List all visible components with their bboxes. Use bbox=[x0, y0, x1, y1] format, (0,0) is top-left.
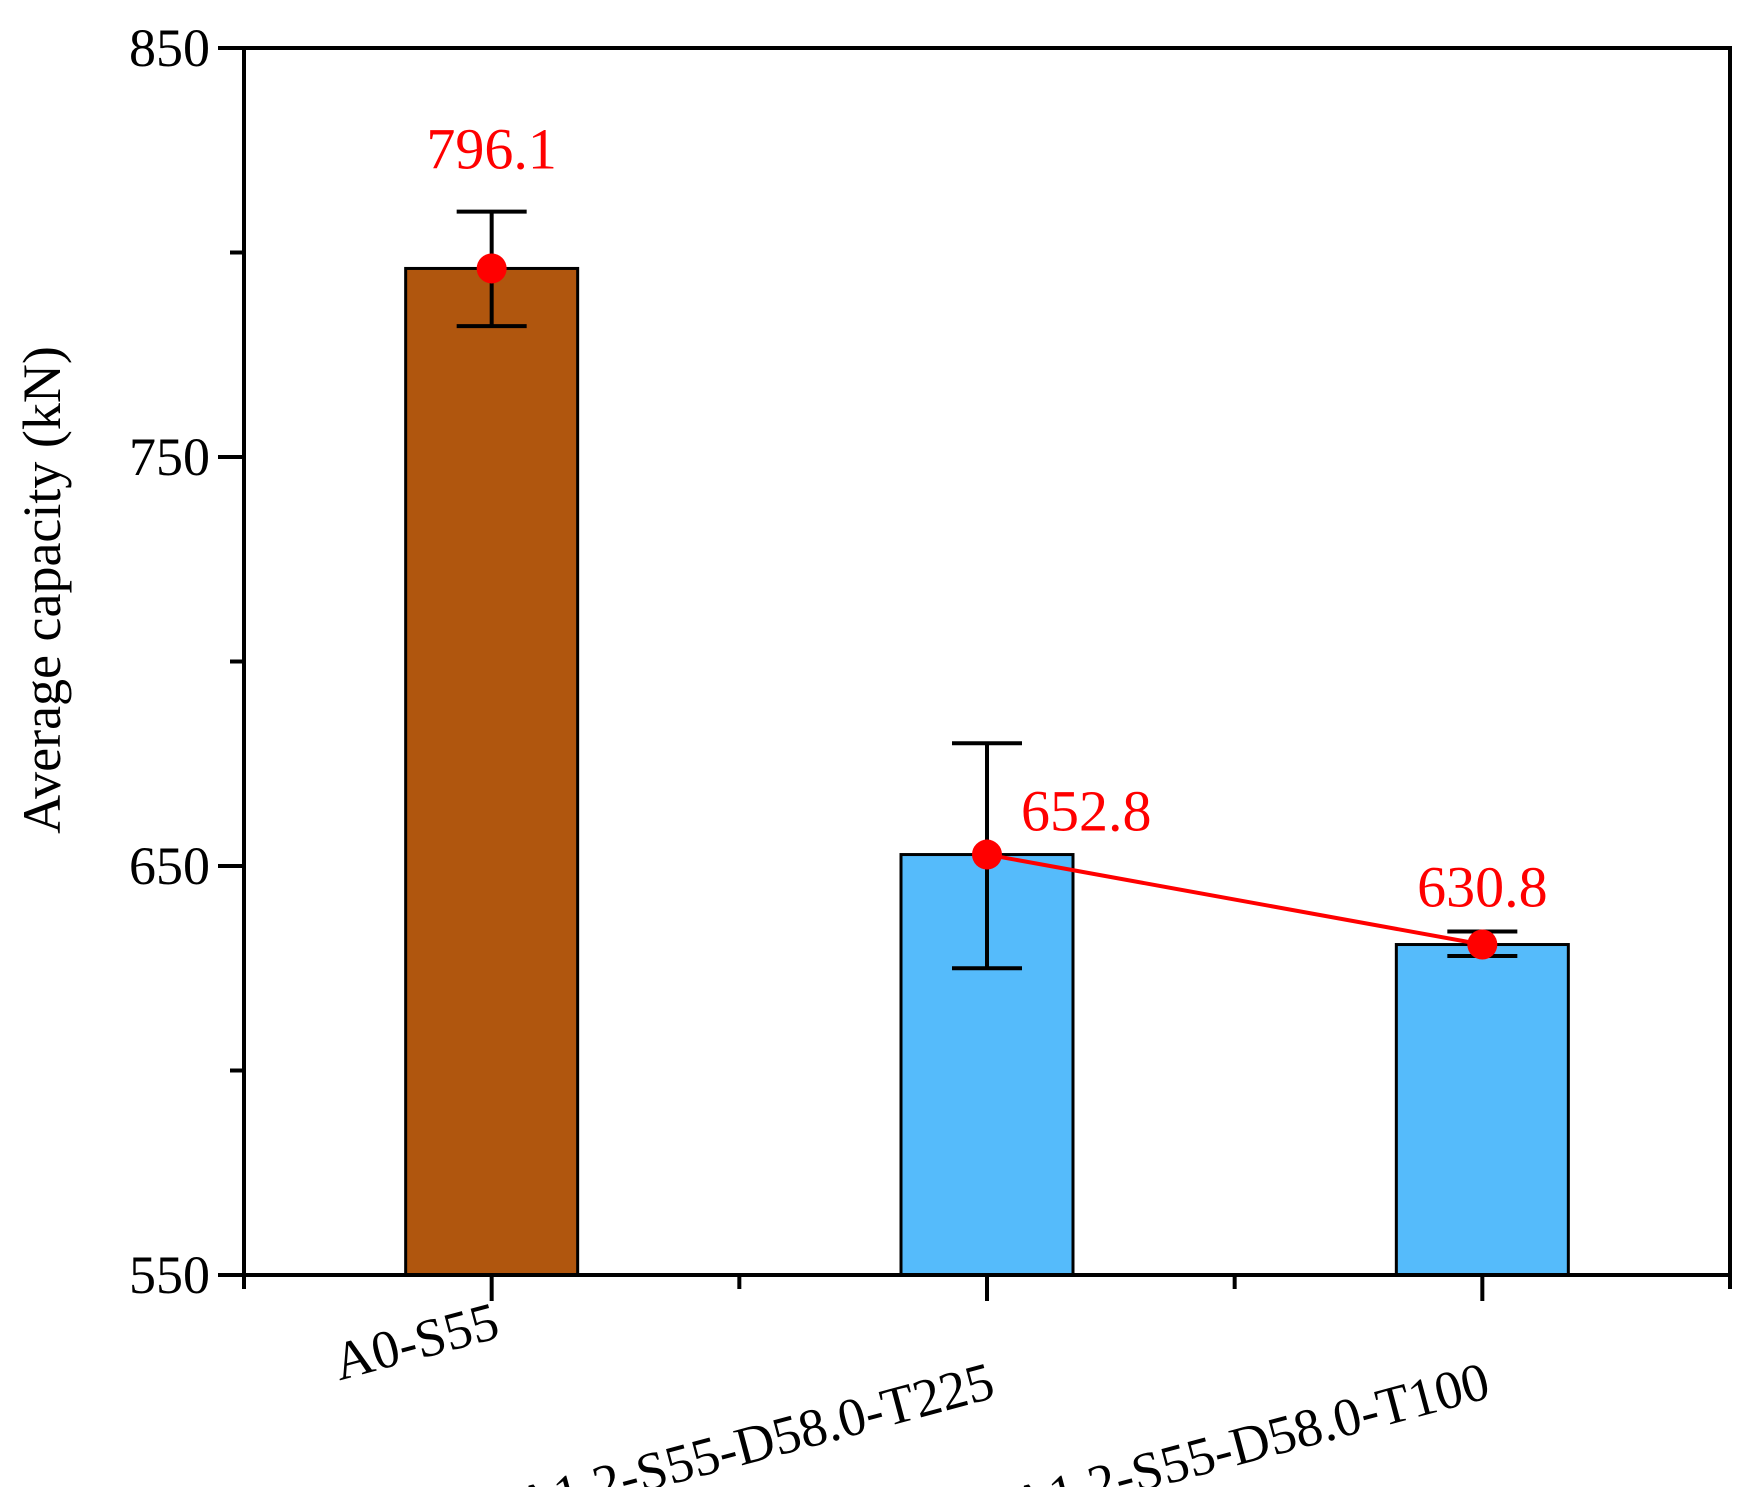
data-label-3: 630.8 bbox=[1417, 855, 1548, 920]
connector-line bbox=[986, 852, 1483, 947]
bar-1 bbox=[404, 266, 580, 1277]
bars-layer bbox=[404, 266, 1570, 1277]
connector-layer bbox=[986, 852, 1483, 947]
markers-layer bbox=[476, 253, 1498, 960]
data-point-3 bbox=[1467, 929, 1498, 960]
y-tick-label-1: 550 bbox=[129, 1245, 210, 1305]
bar-3 bbox=[1394, 943, 1570, 1277]
data-label-1: 796.1 bbox=[426, 116, 557, 181]
data-point-2 bbox=[972, 839, 1002, 870]
data-point-1 bbox=[476, 253, 507, 284]
y-axis-title: Average capacity (kN) bbox=[12, 346, 72, 834]
data-label-2: 652.8 bbox=[1021, 779, 1152, 844]
y-tick-label-4: 850 bbox=[129, 18, 210, 78]
y-tick-labels: 550 650 750 850 bbox=[129, 18, 210, 1305]
axes-layer bbox=[218, 46, 1732, 1301]
y-tick-label-3: 750 bbox=[129, 427, 210, 487]
data-labels-layer: 796.1 652.8 630.8 bbox=[426, 116, 1547, 919]
y-tick-label-2: 650 bbox=[129, 836, 210, 896]
